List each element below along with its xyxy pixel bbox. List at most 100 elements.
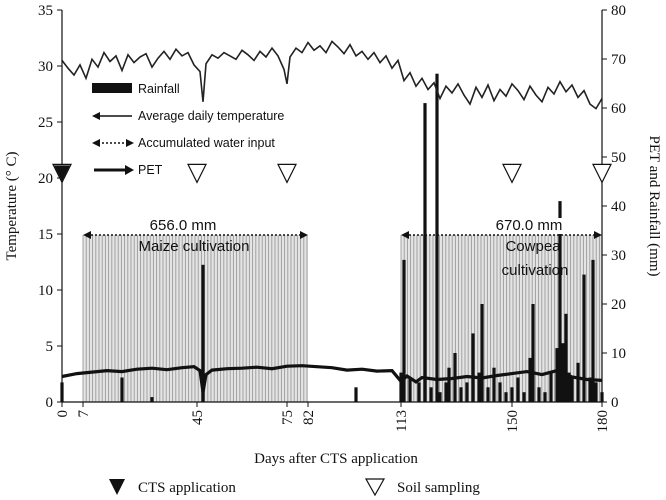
rainfall-bar	[492, 367, 496, 402]
left-tick-label: 10	[38, 283, 53, 299]
rainfall-bar	[504, 392, 508, 402]
rainfall-bar	[570, 377, 574, 402]
maize-period-band	[83, 235, 308, 402]
legend-pet-label: PET	[138, 163, 163, 177]
maize-total-label: 656.0 mm	[150, 217, 217, 234]
cowpea-arrow-left-icon	[401, 231, 409, 239]
rainfall-bar	[510, 387, 514, 402]
rainfall-bar	[543, 392, 547, 402]
cowpea-total-bg	[486, 218, 574, 234]
right-axis-ticks: 0 10 20 30 40 50 60 70 80	[602, 3, 626, 411]
legend-water-label: Accumulated water input	[138, 136, 275, 150]
right-tick-label: 80	[611, 3, 626, 19]
rainfall-bar	[435, 73, 439, 402]
x-axis-title: Days after CTS application	[254, 451, 418, 467]
left-tick-label: 25	[38, 115, 53, 131]
rainfall-bar	[549, 372, 553, 402]
rainfall-bar	[429, 387, 433, 402]
legend-rainfall-swatch	[92, 83, 132, 93]
rainfall-bar	[444, 382, 448, 402]
pet-line	[61, 364, 603, 393]
rainfall-bar	[576, 362, 580, 402]
left-tick-label: 20	[38, 171, 53, 187]
rainfall-bar	[408, 377, 412, 402]
x-tick-label: 75	[280, 410, 296, 425]
y-axis-right-title: PET and Rainfall (mm)	[646, 136, 662, 277]
rainfall-bar	[498, 382, 502, 402]
right-tick-label: 20	[611, 297, 626, 313]
rainfall-bar	[537, 387, 541, 402]
cowpea-label-line1: Cowpea	[505, 238, 561, 255]
maize-total-bg	[140, 218, 228, 234]
rainfall-bar	[477, 372, 481, 402]
soil-sampling-label: Soil sampling	[397, 480, 480, 496]
event-markers	[52, 163, 612, 184]
rainfall-bar	[438, 392, 442, 402]
legend-temperature-label: Average daily temperature	[138, 109, 284, 123]
rainfall-bar	[567, 372, 571, 402]
left-tick-label: 0	[46, 395, 54, 411]
rainfall-bar	[459, 387, 463, 402]
x-tick-label: 7	[76, 410, 92, 418]
x-tick-label: 150	[505, 410, 521, 433]
legend-water-arrow-left-icon	[92, 139, 100, 147]
legend-water-arrow-right-icon	[126, 139, 134, 147]
legend-rainfall-label: Rainfall	[138, 82, 180, 96]
rainfall-bar	[354, 387, 358, 402]
rainfall-bar	[480, 304, 484, 402]
rainfall-bar	[447, 367, 451, 402]
right-tick-label: 40	[611, 199, 626, 215]
left-tick-label: 30	[38, 59, 53, 75]
rainfall-bar	[465, 382, 469, 402]
rainfall-bar	[591, 259, 595, 402]
soil-sampling-marker	[277, 163, 297, 184]
maize-arrow-right-icon	[300, 231, 308, 239]
rainfall-bar	[588, 377, 592, 402]
left-tick-label: 35	[38, 3, 53, 19]
legend: Rainfall Average daily temperature Accum…	[92, 82, 284, 177]
rainfall-bar	[486, 387, 490, 402]
temperature-line	[61, 40, 603, 110]
rainfall-bar	[399, 372, 403, 402]
rainfall-bar	[471, 333, 475, 402]
left-tick-label: 15	[38, 227, 53, 243]
rainfall-bar	[150, 397, 154, 402]
cts-application-label: CTS application	[138, 480, 236, 496]
soil-sampling-marker	[187, 163, 207, 184]
x-axis-ticks: 0 7 45 75 82 113 150 180	[55, 402, 611, 433]
cowpea-label-line2: cultivation	[502, 262, 569, 279]
rainfall-bar	[558, 201, 562, 402]
rainfall-bar	[555, 348, 559, 402]
left-tick-label: 5	[46, 339, 54, 355]
soil-sampling-marker	[502, 163, 522, 184]
cts-application-icon	[109, 479, 125, 495]
rainfall-bar	[516, 377, 520, 402]
x-tick-label: 0	[55, 410, 71, 418]
x-tick-label: 180	[595, 410, 611, 433]
cowpea-arrow-right-icon	[594, 231, 602, 239]
rainfall-bar	[531, 304, 535, 402]
left-axis-ticks: 0 5 10 15 20 25 30 35	[38, 3, 62, 411]
x-tick-label: 45	[190, 410, 206, 425]
rainfall-bar	[594, 382, 598, 402]
soil-sampling-icon	[364, 478, 386, 497]
legend-temperature-arrow-icon	[92, 112, 100, 120]
right-tick-label: 60	[611, 101, 626, 117]
x-tick-label: 113	[394, 410, 410, 432]
rainfall-bar	[564, 313, 568, 402]
rainfall-bar	[522, 392, 526, 402]
y-axis-left-title: Temperature (° C)	[4, 151, 20, 260]
cultivation-shading	[82, 235, 602, 402]
rainfall-bar	[120, 377, 124, 402]
rainfall-bar	[402, 259, 406, 402]
legend-pet-arrow-icon	[125, 165, 134, 175]
maize-arrow-left-icon	[83, 231, 91, 239]
soil-sampling-marker	[592, 163, 612, 184]
bottom-legend: CTS application Soil sampling	[109, 478, 480, 497]
x-tick-label: 82	[301, 410, 317, 425]
rainfall-bar	[423, 103, 427, 402]
rainfall-bar	[201, 264, 205, 402]
rainfall-bar	[582, 274, 586, 402]
right-tick-label: 30	[611, 248, 626, 264]
